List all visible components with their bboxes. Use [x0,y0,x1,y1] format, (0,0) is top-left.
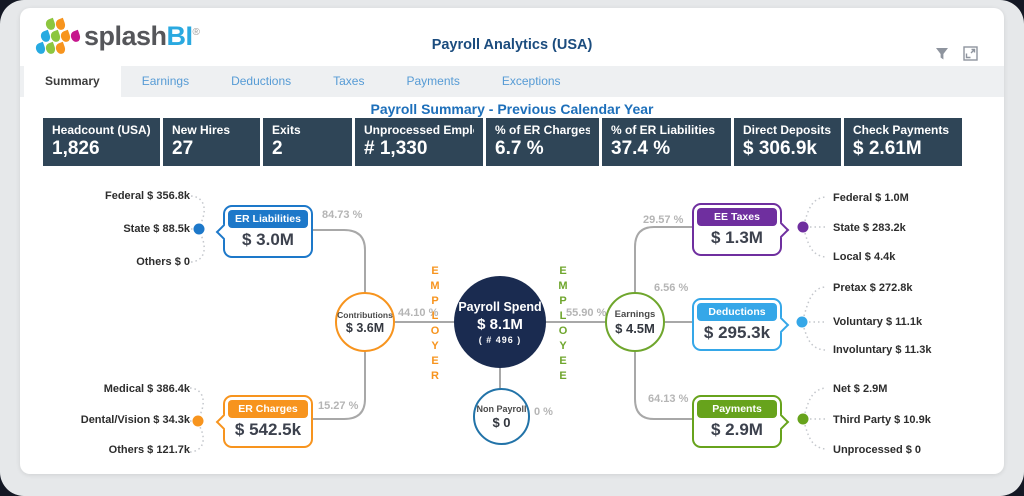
tab-taxes[interactable]: Taxes [333,74,365,88]
leaf-ee-taxes-state: State $ 283.2k [833,222,906,234]
tab-summary[interactable]: Summary [24,66,121,97]
leaf-payments-net: Net $ 2.9M [833,383,888,395]
non-payroll-node[interactable]: Non Payroll $ 0 [473,388,530,445]
tab-payments[interactable]: Payments [406,74,460,88]
pct-non-payroll: 0 % [534,406,553,418]
kpi-direct-deposits[interactable]: Direct Deposits $ 306.9k [734,118,841,166]
leaf-deductions-involuntary: Involuntary $ 11.3k [833,344,932,356]
er-charges-node[interactable]: ER Charges $ 542.5k [215,395,313,448]
leaf-er-charges-others: Others $ 121.7k [108,444,190,456]
er-charges-dot [192,415,204,427]
er-liabilities-dot [193,223,205,235]
leaf-ee-taxes-federal: Federal $ 1.0M [833,192,909,204]
kpi-headcount[interactable]: Headcount (USA) 1,826 [43,118,160,166]
header-actions [935,46,978,61]
payments-dot [797,413,809,425]
pct-ee-taxes: 29.57 % [643,214,684,226]
leaf-payments-unprocessed: Unprocessed $ 0 [833,444,922,456]
report-title: Payroll Summary - Previous Calendar Year [370,101,654,117]
kpi-pct-er-charges[interactable]: % of ER Charges 6.7 % [486,118,599,166]
pct-er-liabilities: 84.73 % [322,209,363,221]
er-liabilities-node[interactable]: ER Liabilities $ 3.0M [215,205,313,258]
connector-lines [181,195,827,453]
pct-deductions: 6.56 % [654,282,689,294]
kpi-new-hires[interactable]: New Hires 27 [163,118,260,166]
leaf-deductions-voluntary: Voluntary $ 11.1k [833,316,923,328]
leaf-deductions-pretax: Pretax $ 272.8k [833,282,913,294]
app-title: Payroll Analytics (USA) [431,37,593,53]
pct-earnings: 55.90 % [566,307,607,319]
pct-payments: 64.13 % [648,393,689,405]
leaf-er-liabilities-state: State $ 88.5k [123,223,190,235]
kpi-pct-er-liabilities[interactable]: % of ER Liabilities 37.4 % [602,118,731,166]
pct-er-charges: 15.27 % [318,400,359,412]
earnings-node[interactable]: Earnings $ 4.5M [605,292,665,352]
leaf-er-liabilities-others: Others $ 0 [136,256,190,268]
splashbi-logo: splashBI® [34,17,200,56]
kpi-unprocessed-employees[interactable]: Unprocessed Emplo...# 1,330 [355,118,483,166]
kpi-exits[interactable]: Exits 2 [263,118,352,166]
deductions-dot [796,316,808,328]
dashboard-card: splashBI® Payroll Analytics (USA) Summar… [20,8,1004,474]
leaf-er-liabilities-federal: Federal $ 356.8k [104,190,190,202]
leaf-ee-taxes-local: Local $ 4.4k [833,251,896,263]
payroll-flow-diagram: Federal $ 356.8k State $ 88.5k Others $ … [20,180,1004,472]
payroll-spend-node[interactable]: Payroll Spend $ 8.1M ( # 496 ) [454,276,546,368]
app-header: splashBI® Payroll Analytics (USA) [20,8,1004,66]
payments-node[interactable]: Payments $ 2.9M [692,395,790,448]
pct-contributions: 44.10 % [398,307,439,319]
filter-icon[interactable] [935,47,949,61]
tab-earnings[interactable]: Earnings [141,74,190,88]
employee-label: EMPLOYEE [557,265,569,385]
kpi-check-payments[interactable]: Check Payments $ 2.61M [844,118,962,166]
contributions-node[interactable]: Contributions $ 3.6M [335,292,395,352]
ee-taxes-dot [797,221,809,233]
tab-bar: Summary Earnings Deductions Taxes Paymen… [20,66,1004,97]
leaf-er-charges-medical: Medical $ 386.4k [103,383,190,395]
employer-label: EMPLOYER [429,265,441,385]
logo-text: splashBI® [84,21,200,51]
leaf-payments-third-party: Third Party $ 10.9k [833,414,931,426]
expand-icon[interactable] [963,46,978,61]
ee-taxes-node[interactable]: EE Taxes $ 1.3M [692,203,790,256]
deductions-node[interactable]: Deductions $ 295.3k [692,298,790,351]
kpi-row: Headcount (USA) 1,826 New Hires 27 Exits 2 … [43,118,962,166]
tab-deductions[interactable]: Deductions [231,74,292,88]
leaf-er-charges-dental-vision: Dental/Vision $ 34.3k [80,414,190,426]
tab-exceptions[interactable]: Exceptions [501,74,561,88]
